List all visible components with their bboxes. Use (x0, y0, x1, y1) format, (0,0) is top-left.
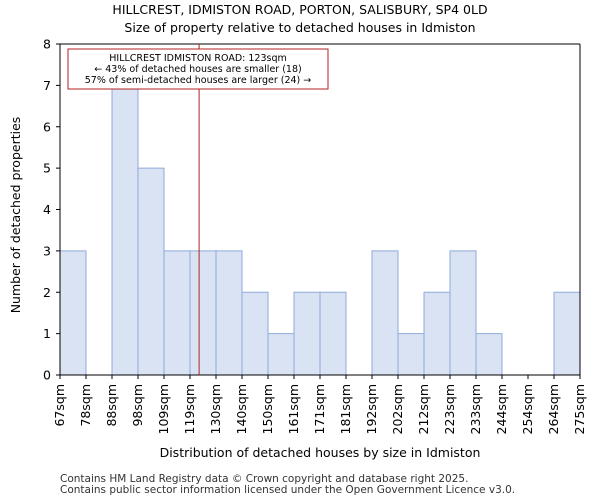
annotation-line-3: 57% of semi-detached houses are larger (… (85, 75, 312, 86)
histogram-bar (449, 250, 477, 376)
y-tick-label: 6 (43, 119, 51, 134)
y-tick-label: 7 (43, 78, 51, 93)
annotation-line-2: ← 43% of detached houses are smaller (18… (94, 64, 301, 75)
histogram-bar (111, 84, 139, 376)
x-tick-label: 161sqm (286, 384, 301, 434)
histogram-bar (397, 333, 425, 376)
histogram-bar (423, 291, 451, 376)
histogram-bar (293, 291, 321, 376)
x-tick-label: 88sqm (104, 384, 119, 427)
footer-line-1: Contains HM Land Registry data © Crown c… (60, 473, 469, 485)
x-tick-label: 140sqm (234, 384, 249, 434)
chart-title: HILLCREST, IDMISTON ROAD, PORTON, SALISB… (112, 2, 488, 17)
histogram-bar (241, 291, 269, 376)
x-tick-label: 192sqm (364, 384, 379, 434)
histogram-bar (553, 291, 581, 376)
footer-line-2: Contains public sector information licen… (60, 484, 516, 496)
y-tick-label: 8 (43, 37, 51, 52)
y-tick-label: 2 (43, 285, 51, 300)
histogram-bar (475, 333, 503, 376)
x-tick-label: 67sqm (52, 384, 67, 427)
y-tick-label: 3 (43, 243, 51, 258)
x-tick-label: 78sqm (78, 384, 93, 427)
x-tick-label: 98sqm (130, 384, 145, 427)
y-tick-label: 0 (43, 368, 51, 383)
x-tick-label: 254sqm (520, 384, 535, 434)
chart-subtitle: Size of property relative to detached ho… (124, 20, 476, 35)
y-tick-label: 1 (43, 326, 51, 341)
x-tick-label: 275sqm (572, 384, 587, 434)
x-tick-label: 130sqm (208, 384, 223, 434)
annotation-line-1: HILLCREST IDMISTON ROAD: 123sqm (109, 53, 287, 64)
x-tick-label: 171sqm (312, 384, 327, 434)
histogram-bar (371, 250, 399, 376)
x-tick-label: 212sqm (416, 384, 431, 434)
x-tick-label: 223sqm (442, 384, 457, 434)
y-tick-label: 4 (43, 202, 51, 217)
x-tick-label: 202sqm (390, 384, 405, 434)
x-tick-label: 233sqm (468, 384, 483, 434)
histogram-bar (267, 333, 295, 376)
y-tick-label: 5 (43, 161, 51, 176)
histogram-bar (59, 250, 87, 376)
annotation-box (67, 48, 329, 90)
x-tick-label: 119sqm (182, 384, 197, 434)
x-tick-label: 244sqm (494, 384, 509, 434)
histogram-bar (137, 167, 165, 376)
histogram-bar (215, 250, 243, 376)
x-axis-label: Distribution of detached houses by size … (160, 445, 481, 460)
histogram-bar (319, 291, 347, 376)
x-tick-label: 109sqm (156, 384, 171, 434)
histogram-bar (163, 250, 191, 376)
x-tick-label: 264sqm (546, 384, 561, 434)
x-tick-label: 150sqm (260, 384, 275, 434)
x-tick-label: 181sqm (338, 384, 353, 434)
histogram-bar (189, 250, 217, 376)
